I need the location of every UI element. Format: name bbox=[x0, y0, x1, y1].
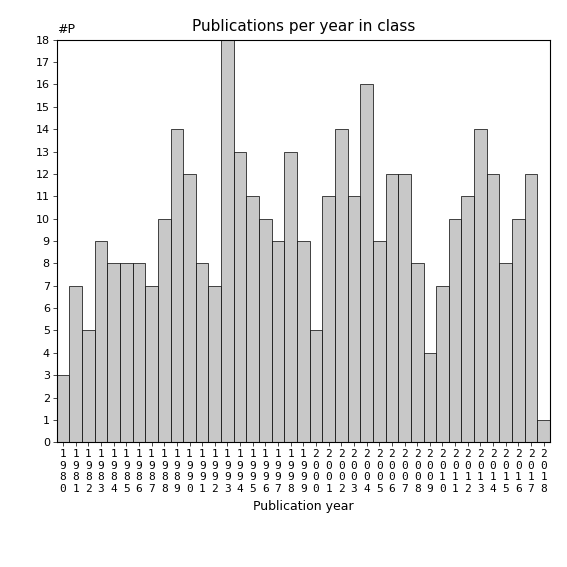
Bar bbox=[512, 219, 524, 442]
Bar bbox=[462, 196, 474, 442]
Bar bbox=[120, 263, 133, 442]
Bar bbox=[285, 151, 297, 442]
Bar bbox=[133, 263, 145, 442]
Bar bbox=[247, 196, 259, 442]
Title: Publications per year in class: Publications per year in class bbox=[192, 19, 415, 35]
Bar bbox=[398, 174, 411, 442]
Bar bbox=[322, 196, 335, 442]
Bar bbox=[436, 286, 449, 442]
Bar bbox=[183, 174, 196, 442]
X-axis label: Publication year: Publication year bbox=[253, 500, 354, 513]
Bar bbox=[82, 331, 95, 442]
Bar bbox=[335, 129, 348, 442]
Text: #P: #P bbox=[57, 23, 75, 36]
Bar bbox=[360, 84, 373, 442]
Bar bbox=[424, 353, 436, 442]
Bar bbox=[348, 196, 360, 442]
Bar bbox=[209, 286, 221, 442]
Bar bbox=[500, 263, 512, 442]
Bar bbox=[259, 219, 272, 442]
Bar bbox=[411, 263, 424, 442]
Bar bbox=[310, 331, 322, 442]
Bar bbox=[297, 241, 310, 442]
Bar bbox=[272, 241, 285, 442]
Bar bbox=[69, 286, 82, 442]
Bar bbox=[158, 219, 171, 442]
Bar bbox=[145, 286, 158, 442]
Bar bbox=[538, 420, 550, 442]
Bar bbox=[449, 219, 462, 442]
Bar bbox=[95, 241, 107, 442]
Bar bbox=[386, 174, 398, 442]
Bar bbox=[171, 129, 183, 442]
Bar bbox=[524, 174, 538, 442]
Bar bbox=[474, 129, 486, 442]
Bar bbox=[486, 174, 500, 442]
Bar bbox=[373, 241, 386, 442]
Bar bbox=[221, 40, 234, 442]
Bar bbox=[57, 375, 69, 442]
Bar bbox=[234, 151, 247, 442]
Bar bbox=[107, 263, 120, 442]
Bar bbox=[196, 263, 209, 442]
